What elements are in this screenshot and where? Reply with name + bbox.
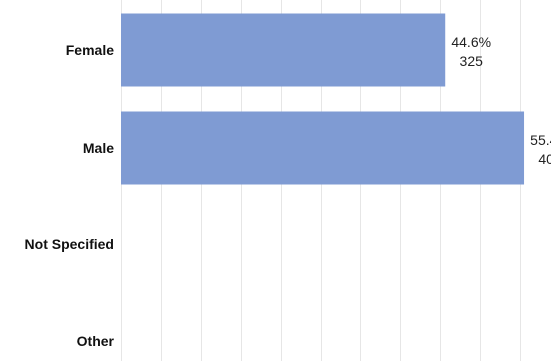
category-label: Male [83,140,114,156]
category-label: Other [77,333,115,349]
percent-label: 44.6% [451,34,491,50]
count-label: 325 [460,53,484,69]
bar-male [121,111,525,185]
percent-label: 55.4% [530,132,551,148]
bars [121,13,525,185]
data-labels: 44.6% 325 55.4% 404 [451,34,551,167]
category-labels: Female Male Not Specified Other [25,42,115,349]
bar-female [121,13,446,87]
category-label: Not Specified [25,236,114,252]
count-label: 404 [538,151,551,167]
category-label: Female [66,42,114,58]
